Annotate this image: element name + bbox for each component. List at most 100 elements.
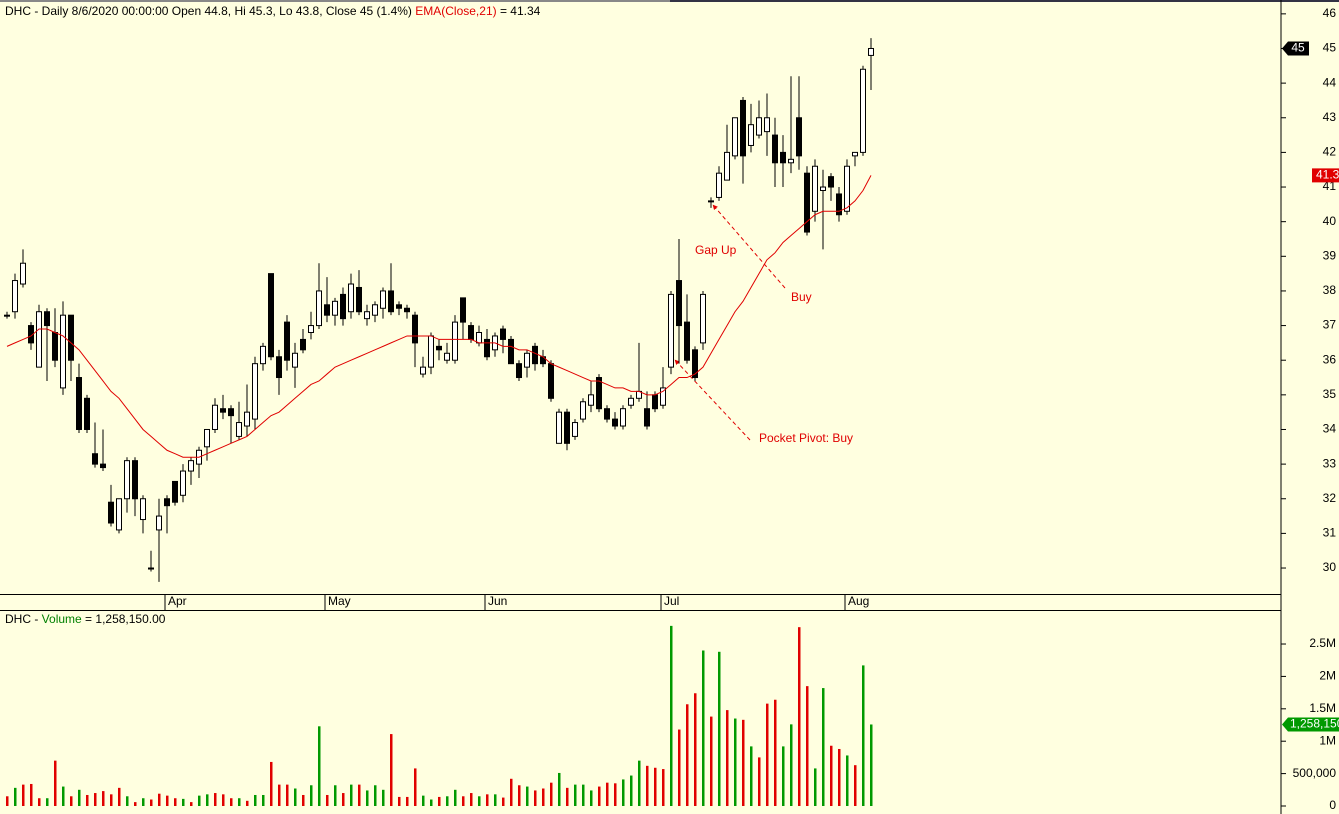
annotation: Buy: [791, 290, 812, 304]
y-tick-label: 38: [1323, 283, 1337, 297]
candle-body: [548, 363, 554, 399]
candle-body: [148, 567, 154, 570]
volume-bar: [190, 802, 193, 806]
candle-body: [108, 501, 114, 524]
candle-body: [804, 172, 810, 233]
candle-body: [564, 411, 570, 444]
volume-bar: [14, 787, 17, 806]
y-tick-label: 1.5M: [1309, 701, 1336, 715]
volume-bar: [718, 651, 721, 806]
candle-body: [428, 335, 434, 368]
candle-body: [796, 117, 802, 157]
candle-body: [260, 345, 266, 365]
candle-body: [124, 460, 130, 500]
candle-body: [252, 363, 258, 420]
volume-bar: [566, 787, 569, 806]
volume-bar: [726, 710, 729, 806]
candle-body: [460, 297, 466, 323]
volume-bar: [166, 795, 169, 806]
candle-body: [572, 422, 578, 437]
volume-header: DHC - Volume = 1,258,150.00: [5, 612, 166, 626]
volume-bar: [454, 789, 457, 806]
volume-bar: [862, 665, 865, 806]
y-tick-label: 36: [1323, 352, 1337, 366]
volume-bar: [134, 802, 137, 806]
volume-bar: [310, 785, 313, 806]
y-tick-label: 46: [1323, 6, 1337, 20]
volume-bar: [438, 796, 441, 806]
candle-body: [172, 480, 178, 503]
volume-bar: [158, 793, 161, 806]
candle-body: [436, 345, 442, 351]
volume-name: Volume: [42, 612, 82, 626]
volume-bar: [518, 785, 521, 806]
annotation-arrow: [712, 204, 786, 289]
candle-body: [60, 314, 66, 389]
volume-bar: [774, 699, 777, 806]
volume-bar: [638, 760, 641, 806]
candle-body: [204, 428, 210, 448]
volume-bar: [46, 798, 49, 806]
volume-bar: [238, 798, 241, 806]
candle-body: [620, 408, 626, 427]
volume-bar: [846, 755, 849, 806]
candle-body: [716, 172, 722, 198]
candle-body: [156, 515, 162, 531]
candle-body: [292, 352, 298, 368]
volume-bar: [198, 795, 201, 806]
x-tick-label: May: [328, 594, 351, 608]
y-tick-label: 0: [1329, 798, 1336, 812]
candle-body: [276, 356, 282, 379]
chart-title: DHC - Daily 8/6/2020 00:00:00 Open 44.8,…: [5, 4, 541, 18]
candle-body: [508, 338, 514, 365]
candle-body: [420, 366, 426, 375]
y-tick-label: 42: [1323, 145, 1337, 159]
candle-body: [556, 411, 562, 444]
candle-body: [836, 193, 842, 216]
y-tick-label: 40: [1323, 214, 1337, 228]
header-text: DHC - Daily 8/6/2020 00:00:00 Open 44.8,…: [5, 4, 412, 18]
candle-body: [348, 283, 354, 313]
y-tick-label: 31: [1323, 526, 1337, 540]
candle-body: [516, 363, 522, 379]
volume-bar: [30, 783, 33, 806]
volume-bar: [822, 688, 825, 806]
candle-body: [188, 460, 194, 472]
volume-bar: [102, 791, 105, 806]
candle-body: [380, 290, 386, 309]
volume-bar: [406, 796, 409, 806]
candle-body: [844, 165, 850, 212]
candle-body: [756, 117, 762, 136]
candle-body: [100, 463, 106, 469]
candle-body: [388, 290, 394, 313]
volume-bar: [286, 784, 289, 806]
candle-body: [468, 325, 474, 340]
candle-body: [820, 186, 826, 191]
volume-bar: [318, 726, 321, 806]
candle-body: [44, 311, 50, 327]
candle-body: [660, 387, 666, 406]
volume-bar: [486, 794, 489, 806]
volume-bar: [502, 797, 505, 806]
candle-body: [612, 418, 618, 427]
x-tick-label: Jun: [488, 594, 507, 608]
volume-bar: [422, 795, 425, 806]
candle-body: [452, 321, 458, 361]
candle-body: [484, 338, 490, 358]
candle-body: [316, 290, 322, 327]
volume-bar: [526, 786, 529, 806]
candle-body: [580, 401, 586, 420]
y-tick-label: 2M: [1319, 669, 1336, 683]
candle-body: [628, 397, 634, 406]
candle-body: [68, 314, 74, 361]
volume-badge-label: 1,258,150: [1290, 717, 1339, 731]
volume-bar: [742, 719, 745, 806]
volume-badge: [1282, 717, 1339, 732]
volume-bar: [430, 799, 433, 806]
candle-body: [652, 394, 658, 410]
volume-bar: [278, 784, 281, 806]
volume-bar: [734, 718, 737, 806]
volume-bar: [342, 793, 345, 806]
y-tick-label: 43: [1323, 110, 1337, 124]
